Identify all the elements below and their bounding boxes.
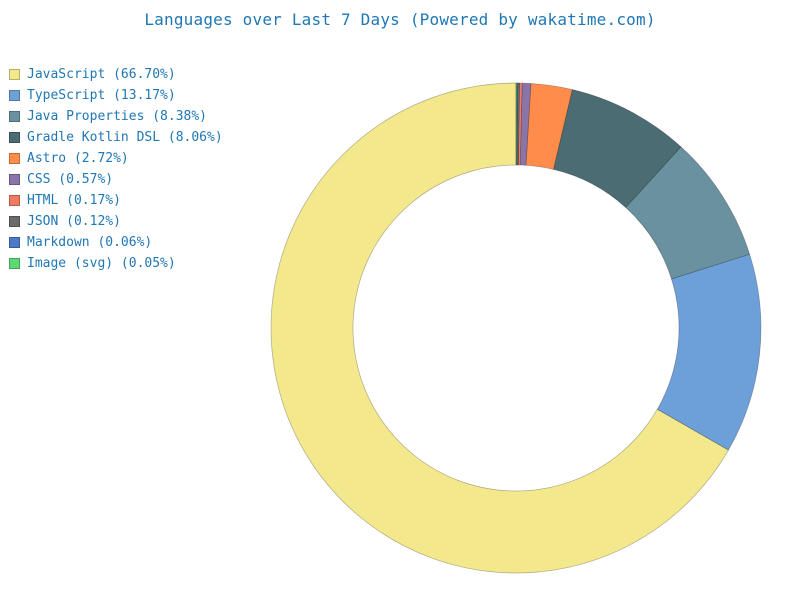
legend-label: TypeScript (13.17%) (27, 88, 176, 103)
legend-swatch (9, 111, 20, 122)
legend-item[interactable]: JSON (0.12%) (9, 211, 223, 232)
donut-slice-javascript[interactable] (270, 82, 729, 574)
legend-label: CSS (0.57%) (27, 172, 114, 187)
legend-swatch (9, 90, 20, 101)
chart-title: Languages over Last 7 Days (Powered by w… (144, 10, 656, 29)
legend-item[interactable]: Image (svg) (0.05%) (9, 253, 223, 274)
legend-label: Markdown (0.06%) (27, 235, 153, 250)
legend-swatch (9, 237, 20, 248)
legend-label: Java Properties (8.38%) (27, 109, 208, 124)
donut-slice-typescript[interactable] (656, 253, 762, 451)
legend-swatch (9, 216, 20, 227)
legend-item[interactable]: Astro (2.72%) (9, 148, 223, 169)
legend-swatch (9, 153, 20, 164)
legend-item[interactable]: TypeScript (13.17%) (9, 85, 223, 106)
legend-label: JSON (0.12%) (27, 214, 121, 229)
legend-item[interactable]: Java Properties (8.38%) (9, 106, 223, 127)
legend-label: Image (svg) (0.05%) (27, 256, 176, 271)
legend-item[interactable]: CSS (0.57%) (9, 169, 223, 190)
legend-swatch (9, 258, 20, 269)
legend-item[interactable]: HTML (0.17%) (9, 190, 223, 211)
legend-item[interactable]: Markdown (0.06%) (9, 232, 223, 253)
donut-slice-image-svg[interactable] (515, 82, 518, 166)
legend-swatch (9, 195, 20, 206)
legend: JavaScript (66.70%) TypeScript (13.17%) Ja… (9, 64, 223, 274)
legend-swatch (9, 132, 20, 143)
legend-label: Gradle Kotlin DSL (8.06%) (27, 130, 223, 145)
legend-label: JavaScript (66.70%) (27, 67, 176, 82)
legend-item[interactable]: JavaScript (66.70%) (9, 64, 223, 85)
legend-item[interactable]: Gradle Kotlin DSL (8.06%) (9, 127, 223, 148)
legend-swatch (9, 69, 20, 80)
legend-swatch (9, 174, 20, 185)
legend-label: Astro (2.72%) (27, 151, 129, 166)
legend-label: HTML (0.17%) (27, 193, 121, 208)
